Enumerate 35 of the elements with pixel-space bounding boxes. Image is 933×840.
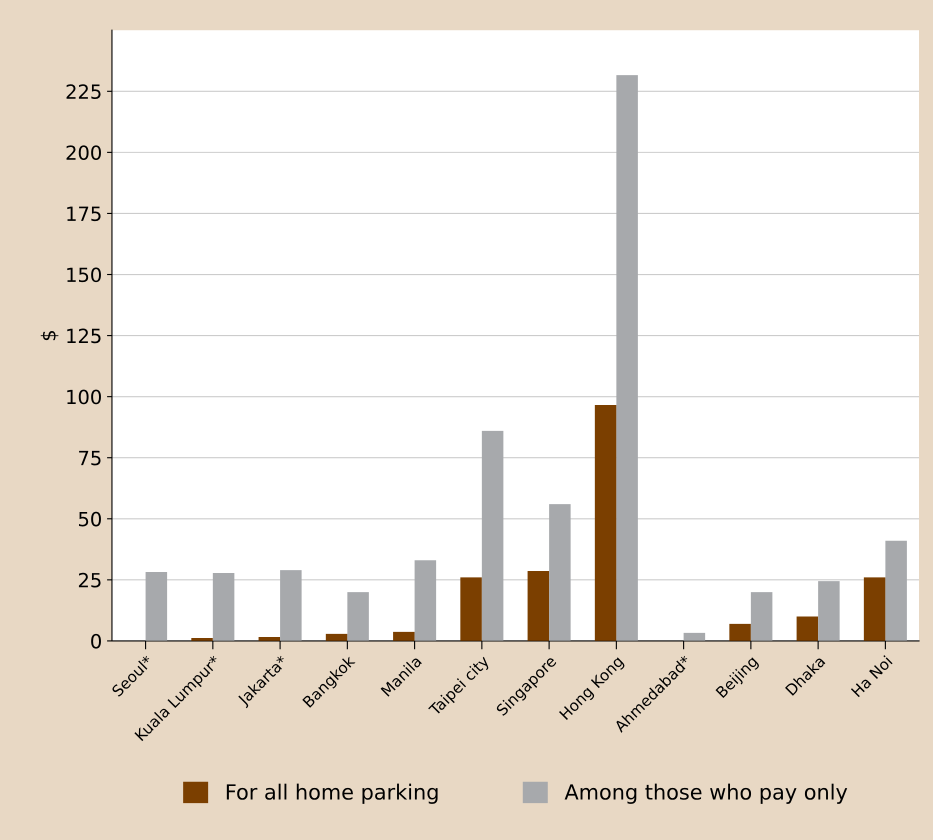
bar xyxy=(280,570,302,641)
bar xyxy=(684,632,706,641)
y-tick-label: 100 xyxy=(67,390,101,404)
bar xyxy=(482,430,504,641)
y-axis-title: $ xyxy=(40,331,58,340)
bar xyxy=(528,571,550,641)
y-tick-label: 175 xyxy=(67,206,101,222)
y-tick-label: 125 xyxy=(67,328,101,344)
y-tick-label: 150 xyxy=(67,267,101,282)
y-tick-label: 75 xyxy=(79,450,101,466)
bar xyxy=(616,75,638,641)
bar xyxy=(146,572,168,641)
bar xyxy=(326,634,348,641)
bar xyxy=(864,577,886,641)
bar xyxy=(594,404,616,641)
bar xyxy=(549,504,571,641)
bar xyxy=(414,560,436,641)
y-tick-label: 0 xyxy=(91,634,101,649)
legend-label: Among those who pay only xyxy=(564,784,848,804)
x-tick-label: Ha Noi xyxy=(850,655,893,698)
bar xyxy=(885,540,907,641)
y-tick-label: 25 xyxy=(78,572,101,588)
y-tick-label: 225 xyxy=(66,84,101,99)
bar xyxy=(212,573,234,641)
bar xyxy=(393,632,415,641)
legend-label: For all home parking xyxy=(226,784,438,804)
bar xyxy=(796,616,818,641)
bar xyxy=(347,592,369,641)
bar xyxy=(750,592,772,641)
bar xyxy=(258,637,280,641)
y-tick-label: 200 xyxy=(66,145,101,160)
bar xyxy=(460,577,482,641)
y-tick-label: 50 xyxy=(78,512,101,526)
bar xyxy=(818,581,840,641)
bar xyxy=(729,624,751,641)
